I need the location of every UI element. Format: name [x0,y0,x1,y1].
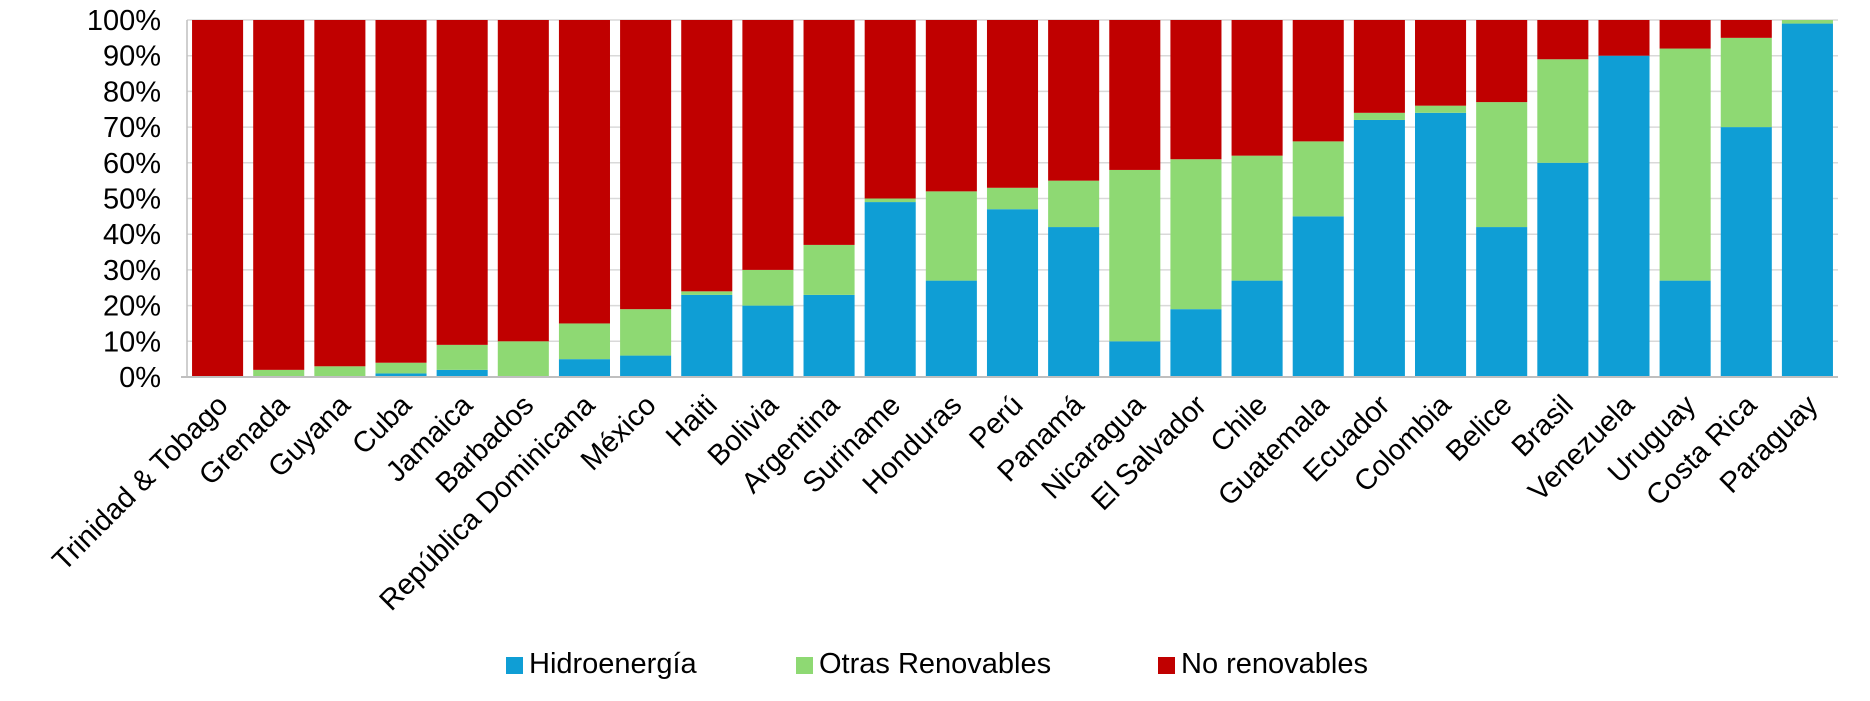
bar-segment [681,294,733,377]
bar-segment [192,20,244,377]
bar-segment [986,209,1039,377]
y-tick-label: 60% [103,148,161,180]
y-tick-label: 30% [103,255,161,287]
legend-label: No renovables [1181,648,1368,680]
bar-segment [1598,20,1650,56]
bar-segment [1476,20,1528,103]
bar-segment [253,20,305,370]
bar-segment [1537,20,1589,60]
bar-segment [1170,20,1222,160]
axes [181,20,1838,378]
bar-segment [375,373,427,377]
bar-segment [1353,119,1405,378]
y-tick-labels: 0% 10%20% 30% 40%50% 60% 70% 80%90% 100% [87,5,161,394]
bar-segment [1292,141,1344,217]
bar-segment [436,369,488,377]
bar-segment [1231,20,1283,156]
bar-segment [253,369,305,377]
x-category-label: Belice [1440,389,1518,467]
y-tick-label: 10% [103,326,161,358]
bar-segment [925,191,977,281]
bar-segment [1476,227,1528,377]
bar-segment [925,280,977,377]
bar-segment [864,20,916,199]
bar-segment [1048,227,1100,377]
y-tick-label: 80% [103,76,161,108]
bar-segment [1353,112,1405,120]
bar-segment [742,269,794,306]
bar-segment [436,20,488,345]
bar-segment [1109,341,1161,377]
y-tick-label: 0% [119,362,161,394]
bar-segment [375,362,427,374]
y-tick-label: 20% [103,291,161,323]
bar-segment [1109,20,1161,170]
y-tick-label: 40% [103,219,161,251]
x-category-labels: Trinidad & TobagoGrenadaGuyanaCubaJamaic… [47,389,1825,617]
bar-segment [864,202,916,377]
bar-segment [497,20,549,342]
bar-segment [1170,309,1222,377]
bar-segment [1598,55,1650,377]
bar-segment [681,20,733,292]
bar-segment [742,20,794,270]
bar-segment [1537,59,1589,163]
bar-segment [681,291,733,295]
bar-segment [1048,20,1100,181]
bar-segment [1292,216,1344,377]
bar-segment [1048,180,1100,228]
bar-segment [1659,20,1711,49]
bar-segment [1659,280,1711,377]
bars [192,20,1833,378]
bar-segment [1781,20,1833,24]
bar-segment [742,305,794,377]
legend: Hidroenergía Otras Renovables No renovable… [506,648,1368,680]
legend-swatch [1158,657,1175,674]
bar-segment [1231,280,1283,377]
bar-segment [558,359,610,377]
bar-segment [1231,155,1283,281]
bar-segment [314,366,366,377]
bar-segment [436,344,488,370]
y-tick-label: 50% [103,184,161,216]
bar-segment [925,20,977,192]
bar-segment [558,323,610,360]
bar-segment [1720,127,1772,377]
bar-segment [375,20,427,363]
bar-segment [1415,20,1467,106]
bar-segment [803,244,855,295]
bar-segment [558,20,610,324]
bar-segment [986,20,1039,188]
bar-segment [1292,20,1344,142]
y-tick-label: 100% [87,5,161,37]
bar-segment [1720,37,1772,128]
legend-label: Hidroenergía [529,648,698,680]
y-tick-label: 90% [103,41,161,73]
bar-segment [803,20,855,245]
bar-segment [1109,169,1161,342]
bar-segment [1720,20,1772,38]
bar-segment [1353,20,1405,113]
bar-segment [1476,102,1528,228]
bar-segment [864,198,916,203]
bar-segment [314,20,366,367]
bar-segment [497,341,549,377]
bar-segment [1781,23,1833,377]
bar-segment [1170,159,1222,310]
legend-swatch [506,657,523,674]
bar-segment [620,20,672,310]
bar-segment [803,294,855,377]
legend-swatch [796,657,813,674]
bar-segment [1415,105,1467,113]
y-tick-label: 70% [103,112,161,144]
bar-segment [1537,162,1589,377]
bar-segment [620,309,672,356]
bar-segment [1415,112,1467,377]
bar-segment [1659,48,1711,281]
legend-label: Otras Renovables [819,648,1051,680]
bar-segment [986,187,1039,210]
bar-segment [620,355,672,377]
